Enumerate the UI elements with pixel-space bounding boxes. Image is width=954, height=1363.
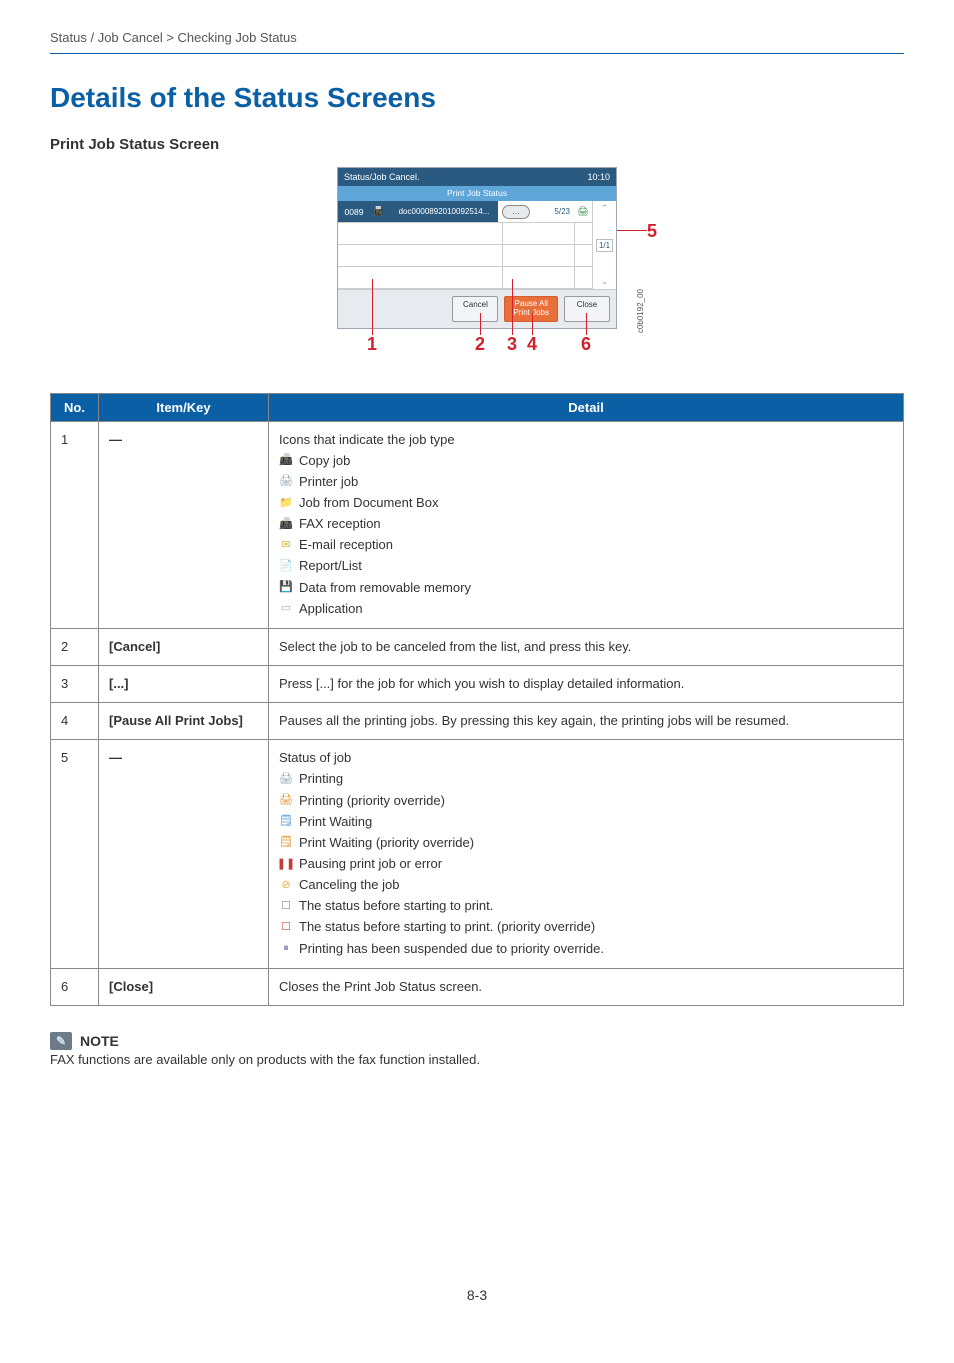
cancel-button[interactable]: Cancel: [452, 296, 498, 322]
job-row[interactable]: 0089 📠 doc0000892010092514... … 5/23 🖨: [338, 201, 592, 223]
breadcrumb: Status / Job Cancel > Checking Job Statu…: [50, 30, 904, 53]
legend-icon: ☐: [279, 920, 293, 934]
cell-item: [Cancel]: [99, 628, 269, 665]
cell-no: 5: [51, 740, 99, 968]
legend-icon: ⊘: [279, 878, 293, 892]
details-button[interactable]: …: [502, 205, 530, 219]
note-block: ✎ NOTE FAX functions are available only …: [50, 1032, 904, 1067]
panel-header-title: Status/Job Cancel.: [344, 168, 420, 186]
panel-header-time: 10:10: [587, 168, 610, 186]
job-row-empty: [338, 267, 592, 289]
job-progress: 5/23: [534, 207, 574, 216]
close-button[interactable]: Close: [564, 296, 610, 322]
divider: [50, 53, 904, 54]
cell-detail: Closes the Print Job Status screen.: [269, 968, 904, 1005]
job-name: doc0000892010092514...: [386, 201, 498, 222]
cell-detail: Press [...] for the job for which you wi…: [269, 666, 904, 703]
legend-icon: 💾: [279, 581, 293, 595]
cell-detail: Select the job to be canceled from the l…: [269, 628, 904, 665]
callout-1: 1: [367, 334, 377, 355]
panel-subheader: Print Job Status: [338, 186, 616, 201]
legend-label: Data from removable memory: [299, 578, 471, 598]
legend-icon: ✉: [279, 538, 293, 552]
legend-label: Printing has been suspended due to prior…: [299, 939, 604, 959]
cell-detail: Pauses all the printing jobs. By pressin…: [269, 703, 904, 740]
legend-label: Printer job: [299, 472, 358, 492]
legend-icon: ☐: [279, 899, 293, 913]
callout-6: 6: [581, 334, 591, 355]
job-type-icon: 📠: [370, 201, 386, 222]
callout-2: 2: [475, 334, 485, 355]
legend-label: The status before starting to print.: [299, 896, 493, 916]
note-icon: ✎: [50, 1032, 72, 1050]
details-table: No. Item/Key Detail 1―Icons that indicat…: [50, 393, 904, 1006]
legend-icon: 📠: [279, 454, 293, 468]
th-detail: Detail: [269, 393, 904, 421]
cell-item: ―: [99, 740, 269, 968]
note-heading: NOTE: [80, 1033, 119, 1049]
legend-label: Report/List: [299, 556, 362, 576]
legend-label: FAX reception: [299, 514, 381, 534]
legend-icon: 🖨: [279, 772, 293, 786]
cell-no: 6: [51, 968, 99, 1005]
legend-label: Pausing print job or error: [299, 854, 442, 874]
legend-label: Printing (priority override): [299, 791, 445, 811]
job-number: 0089: [338, 201, 370, 222]
cell-detail: Status of job🖨Printing🖨Printing (priorit…: [269, 740, 904, 968]
job-state-icon: 🖨: [574, 206, 592, 217]
legend-label: Application: [299, 599, 363, 619]
th-no: No.: [51, 393, 99, 421]
cell-item: [Close]: [99, 968, 269, 1005]
legend-icon: ▭: [279, 602, 293, 616]
legend-icon: ❚❚: [279, 857, 293, 871]
panel-header: Status/Job Cancel. 10:10: [338, 168, 616, 186]
scroll-up-icon[interactable]: ⌃: [601, 203, 609, 214]
callout-3: 3: [507, 334, 517, 355]
callout-4: 4: [527, 334, 537, 355]
legend-icon: 🖨: [279, 794, 293, 808]
cell-item: [Pause All Print Jobs]: [99, 703, 269, 740]
legend-icon: 📁: [279, 496, 293, 510]
scroll-down-icon[interactable]: ⌄: [601, 276, 609, 287]
cell-detail: Icons that indicate the job type📠Copy jo…: [269, 421, 904, 628]
cell-no: 4: [51, 703, 99, 740]
legend-label: Print Waiting: [299, 812, 372, 832]
legend-icon: 🗒: [279, 836, 293, 850]
legend-label: E-mail reception: [299, 535, 393, 555]
legend-label: Job from Document Box: [299, 493, 438, 513]
legend-label: Print Waiting (priority override): [299, 833, 474, 853]
legend-icon: 🖨: [279, 475, 293, 489]
legend-icon: 📠: [279, 517, 293, 531]
callout-5: 5: [647, 221, 657, 242]
legend-label: The status before starting to print. (pr…: [299, 917, 595, 937]
screenshot-figure: Status/Job Cancel. 10:10 Print Job Statu…: [50, 167, 904, 329]
legend-icon: ⏸: [279, 942, 293, 956]
section-title: Print Job Status Screen: [50, 136, 904, 153]
page-number: 8-3: [50, 1287, 904, 1303]
th-item: Item/Key: [99, 393, 269, 421]
legend-label: Copy job: [299, 451, 350, 471]
job-list: 0089 📠 doc0000892010092514... … 5/23 🖨: [338, 201, 592, 289]
page-title: Details of the Status Screens: [50, 82, 904, 114]
scroll-page-indicator: 1/1: [596, 239, 613, 252]
cell-item: ―: [99, 421, 269, 628]
cell-no: 1: [51, 421, 99, 628]
panel-footer: Cancel Pause All Print Jobs Close: [338, 289, 616, 328]
cell-item: [...]: [99, 666, 269, 703]
legend-label: Printing: [299, 769, 343, 789]
job-row-empty: [338, 223, 592, 245]
scroll-bar[interactable]: ⌃ 1/1 ⌄: [592, 201, 616, 289]
legend-label: Canceling the job: [299, 875, 399, 895]
legend-icon: 📄: [279, 560, 293, 574]
cell-no: 3: [51, 666, 99, 703]
cell-no: 2: [51, 628, 99, 665]
job-row-empty: [338, 245, 592, 267]
note-text: FAX functions are available only on prod…: [50, 1052, 904, 1067]
legend-icon: 🗒: [279, 815, 293, 829]
figure-code: c0b0192_00: [636, 289, 645, 333]
